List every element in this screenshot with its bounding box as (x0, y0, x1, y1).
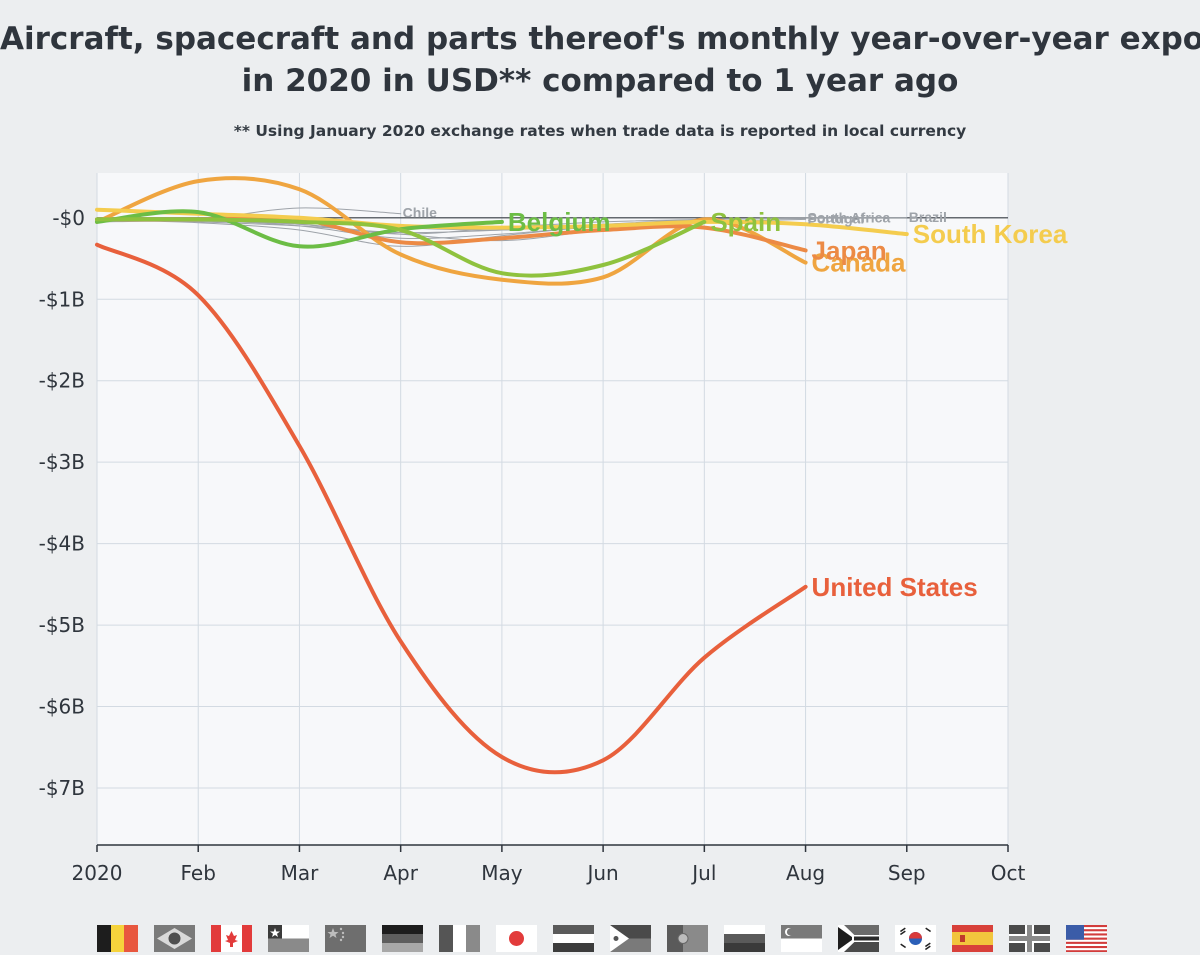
y-tick-label: -$5B (39, 613, 85, 637)
russia-flag-icon[interactable] (724, 924, 765, 952)
series-line-belgium (95, 209, 504, 249)
china-flag-icon[interactable] (325, 924, 366, 952)
united-kingdom-flag-icon[interactable] (1009, 924, 1050, 952)
country-flag-legend (97, 924, 1107, 952)
x-tick-label: May (481, 861, 523, 885)
chart-title-line-2: in 2020 in USD** compared to 1 year ago (241, 63, 959, 99)
chart-title-line-1: Aircraft, spacecraft and parts thereof's… (0, 21, 1200, 57)
series-label-belgium: Belgium (508, 207, 611, 237)
chile-flag-icon[interactable] (268, 924, 309, 952)
series-line-spain (95, 217, 707, 278)
spain-flag-icon[interactable] (952, 924, 993, 952)
x-tick-label: 2020 (72, 861, 123, 885)
y-tick-label: -$2B (39, 369, 85, 393)
portugal-flag-icon[interactable] (667, 924, 708, 952)
singapore-flag-icon[interactable] (781, 924, 822, 952)
series-label-canada: Canada (812, 248, 906, 278)
series-label-chile: Chile (403, 205, 437, 221)
south-africa-flag-icon[interactable] (838, 924, 879, 952)
x-tick-label: Apr (383, 861, 418, 885)
chart-subtitle: ** Using January 2020 exchange rates whe… (233, 122, 967, 140)
x-tick-label: Jun (585, 861, 618, 885)
series-label-japan: Japan (812, 235, 887, 265)
series-label-portugal: Portugal (808, 210, 865, 226)
series-line-south-korea (95, 207, 909, 237)
belgium-flag-icon[interactable] (97, 924, 138, 952)
y-tick-label: -$1B (39, 287, 85, 311)
series-label-brazil: Brazil (909, 209, 947, 225)
x-tick-label: Feb (181, 861, 216, 885)
x-tick-label: Aug (786, 861, 825, 885)
japan-flag-icon[interactable] (496, 924, 537, 952)
x-tick-label: Mar (281, 861, 320, 885)
x-tick-label: Sep (888, 861, 926, 885)
line-chart: -$0 -$1B -$2B -$3B -$4B -$5B -$6B -$7B 2020 Feb Ma… (39, 173, 1068, 885)
x-tick-label: Oct (991, 861, 1026, 885)
france-flag-icon[interactable] (439, 924, 480, 952)
series-label-south-africa: South Africa (808, 210, 891, 226)
series-label-spain: Spain (710, 207, 781, 237)
germany-flag-icon[interactable] (382, 924, 423, 952)
philippines-flag-icon[interactable] (610, 924, 651, 952)
chart-title: Aircraft, spacecraft and parts thereof's… (0, 18, 1200, 102)
y-tick-label: -$0 (52, 206, 85, 230)
canada-flag-icon[interactable] (211, 924, 252, 952)
series-label-south-korea: South Korea (913, 219, 1068, 249)
y-tick-label: -$4B (39, 532, 85, 556)
south-korea-flag-icon[interactable] (895, 924, 936, 952)
united-states-flag-icon[interactable] (1066, 924, 1107, 952)
series-label-united-states: United States (812, 572, 978, 602)
y-tick-label: -$7B (39, 776, 85, 800)
y-tick-label: -$3B (39, 450, 85, 474)
x-tick-label: Jul (690, 861, 716, 885)
brazil-flag-icon[interactable] (154, 924, 195, 952)
netherlands-flag-icon[interactable] (553, 924, 594, 952)
series-line-united-states (95, 242, 808, 775)
y-tick-label: -$6B (39, 695, 85, 719)
